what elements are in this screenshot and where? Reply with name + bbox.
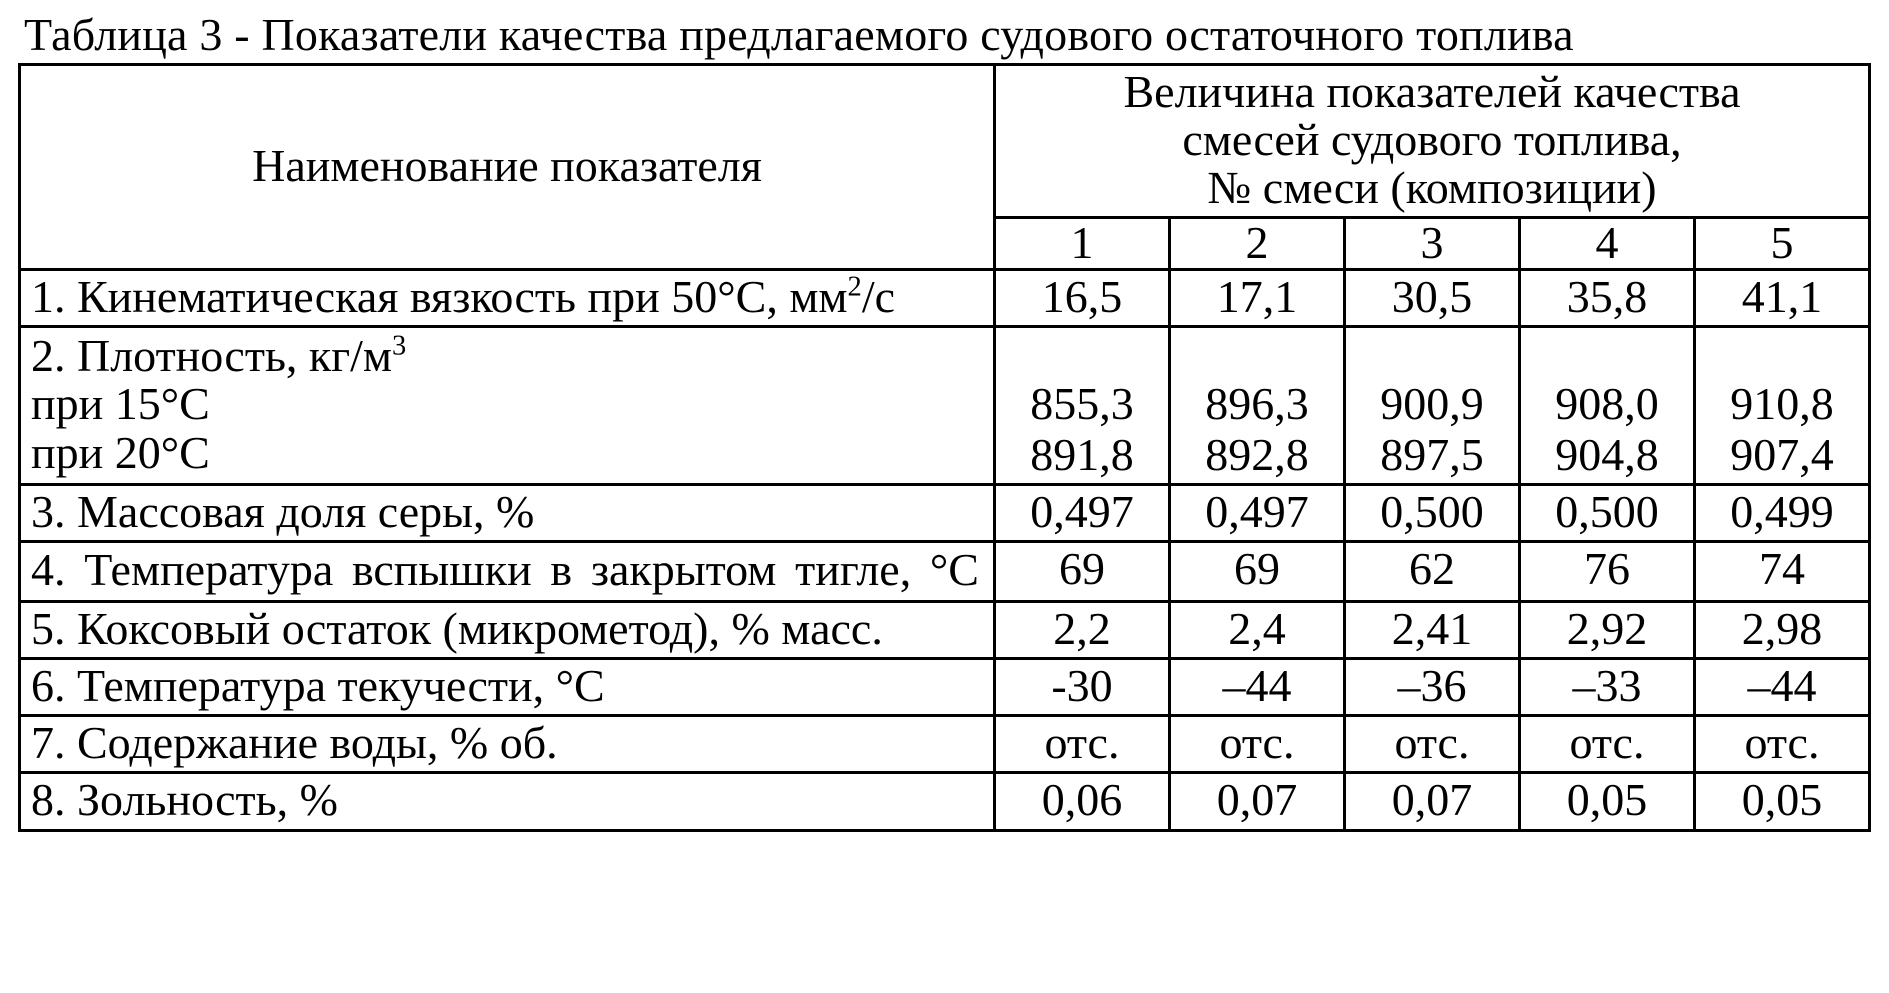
table-row: 7. Содержание воды, % об.отс.отс.отс.отс… — [20, 716, 1870, 773]
quality-table: Наименование показателя Величина показат… — [18, 63, 1871, 832]
value-cell: 62 — [1345, 542, 1520, 601]
value-bottom: 907,4 — [1702, 431, 1862, 479]
value-cell: 69 — [1170, 542, 1345, 601]
value-bottom: 892,8 — [1177, 431, 1337, 479]
value-cell: 0,497 — [1170, 484, 1345, 541]
value-cell: отс. — [1520, 716, 1695, 773]
header-col-5: 5 — [1695, 218, 1870, 269]
table-row: 5. Коксовый остаток (микрометод), % масс… — [20, 601, 1870, 658]
table-row: 6. Температура текучести, °С-30–44–36–33… — [20, 658, 1870, 715]
row-name-cell: 6. Температура текучести, °С — [20, 658, 995, 715]
table-row: 1. Кинематическая вязкость при 50°С, мм2… — [20, 269, 1870, 326]
table-caption: Таблица 3 - Показатели качества предлага… — [24, 10, 1871, 61]
table-row: 4. Температура вспышки в закрытом тигле,… — [20, 542, 1870, 601]
row-name-cell: 7. Содержание воды, % об. — [20, 716, 995, 773]
value-cell: 76 — [1520, 542, 1695, 601]
value-cell: –36 — [1345, 658, 1520, 715]
value-top: 896,3 — [1177, 380, 1337, 428]
value-top: 908,0 — [1527, 380, 1687, 428]
header-col-3: 3 — [1345, 218, 1520, 269]
table-row: 3. Массовая доля серы, %0,4970,4970,5000… — [20, 484, 1870, 541]
value-cell: 910,8907,4 — [1695, 327, 1870, 485]
row-name-cell: 8. Зольность, % — [20, 773, 995, 830]
value-cell: 0,07 — [1170, 773, 1345, 830]
value-bottom: 897,5 — [1352, 431, 1512, 479]
value-cell: 0,07 — [1345, 773, 1520, 830]
table-row: 8. Зольность, %0,060,070,070,050,05 — [20, 773, 1870, 830]
value-cell: –44 — [1695, 658, 1870, 715]
value-cell: –33 — [1520, 658, 1695, 715]
value-cell: отс. — [1170, 716, 1345, 773]
value-top: 855,3 — [1002, 380, 1162, 428]
row-name-cell: 1. Кинематическая вязкость при 50°С, мм2… — [20, 269, 995, 326]
value-cell: отс. — [1695, 716, 1870, 773]
row-name-cell: 3. Массовая доля серы, % — [20, 484, 995, 541]
value-cell: 2,98 — [1695, 601, 1870, 658]
value-cell: 2,41 — [1345, 601, 1520, 658]
value-cell: –44 — [1170, 658, 1345, 715]
value-cell: 0,06 — [995, 773, 1170, 830]
row-name-cell: 5. Коксовый остаток (микрометод), % масс… — [20, 601, 995, 658]
value-cell: 74 — [1695, 542, 1870, 601]
value-cell: 17,1 — [1170, 269, 1345, 326]
value-cell: -30 — [995, 658, 1170, 715]
header-group-line1: Величина показателей качества — [1123, 66, 1740, 117]
value-cell: отс. — [995, 716, 1170, 773]
value-cell: 0,05 — [1520, 773, 1695, 830]
header-group-line3: № смеси (композиции) — [1207, 162, 1656, 213]
value-cell: 0,497 — [995, 484, 1170, 541]
header-col-1: 1 — [995, 218, 1170, 269]
value-cell: 41,1 — [1695, 269, 1870, 326]
value-cell: 855,3891,8 — [995, 327, 1170, 485]
value-cell: 69 — [995, 542, 1170, 601]
row-name-cell: 4. Температура вспышки в закрытом тигле,… — [20, 542, 995, 601]
header-name: Наименование показателя — [20, 64, 995, 269]
value-cell: 0,500 — [1345, 484, 1520, 541]
value-cell: 16,5 — [995, 269, 1170, 326]
value-bottom: 904,8 — [1527, 431, 1687, 479]
value-cell: 35,8 — [1520, 269, 1695, 326]
value-cell: 2,92 — [1520, 601, 1695, 658]
value-cell: 0,499 — [1695, 484, 1870, 541]
value-cell: 30,5 — [1345, 269, 1520, 326]
value-cell: 2,2 — [995, 601, 1170, 658]
value-top: 910,8 — [1702, 380, 1862, 428]
header-group: Величина показателей качества смесей суд… — [995, 64, 1870, 218]
value-cell: 908,0904,8 — [1520, 327, 1695, 485]
table-header: Наименование показателя Величина показат… — [20, 64, 1870, 269]
value-cell: 896,3892,8 — [1170, 327, 1345, 485]
value-cell: 900,9897,5 — [1345, 327, 1520, 485]
row-name-cell: 2. Плотность, кг/м3при 15°Спри 20°С — [20, 327, 995, 485]
header-col-4: 4 — [1520, 218, 1695, 269]
value-cell: 0,500 — [1520, 484, 1695, 541]
value-cell: 2,4 — [1170, 601, 1345, 658]
table-row: 2. Плотность, кг/м3при 15°Спри 20°С 855,… — [20, 327, 1870, 485]
value-cell: отс. — [1345, 716, 1520, 773]
value-top: 900,9 — [1352, 380, 1512, 428]
header-col-2: 2 — [1170, 218, 1345, 269]
header-group-line2: смесей судового топлива, — [1182, 114, 1681, 165]
value-bottom: 891,8 — [1002, 431, 1162, 479]
value-cell: 0,05 — [1695, 773, 1870, 830]
table-body: 1. Кинематическая вязкость при 50°С, мм2… — [20, 269, 1870, 830]
